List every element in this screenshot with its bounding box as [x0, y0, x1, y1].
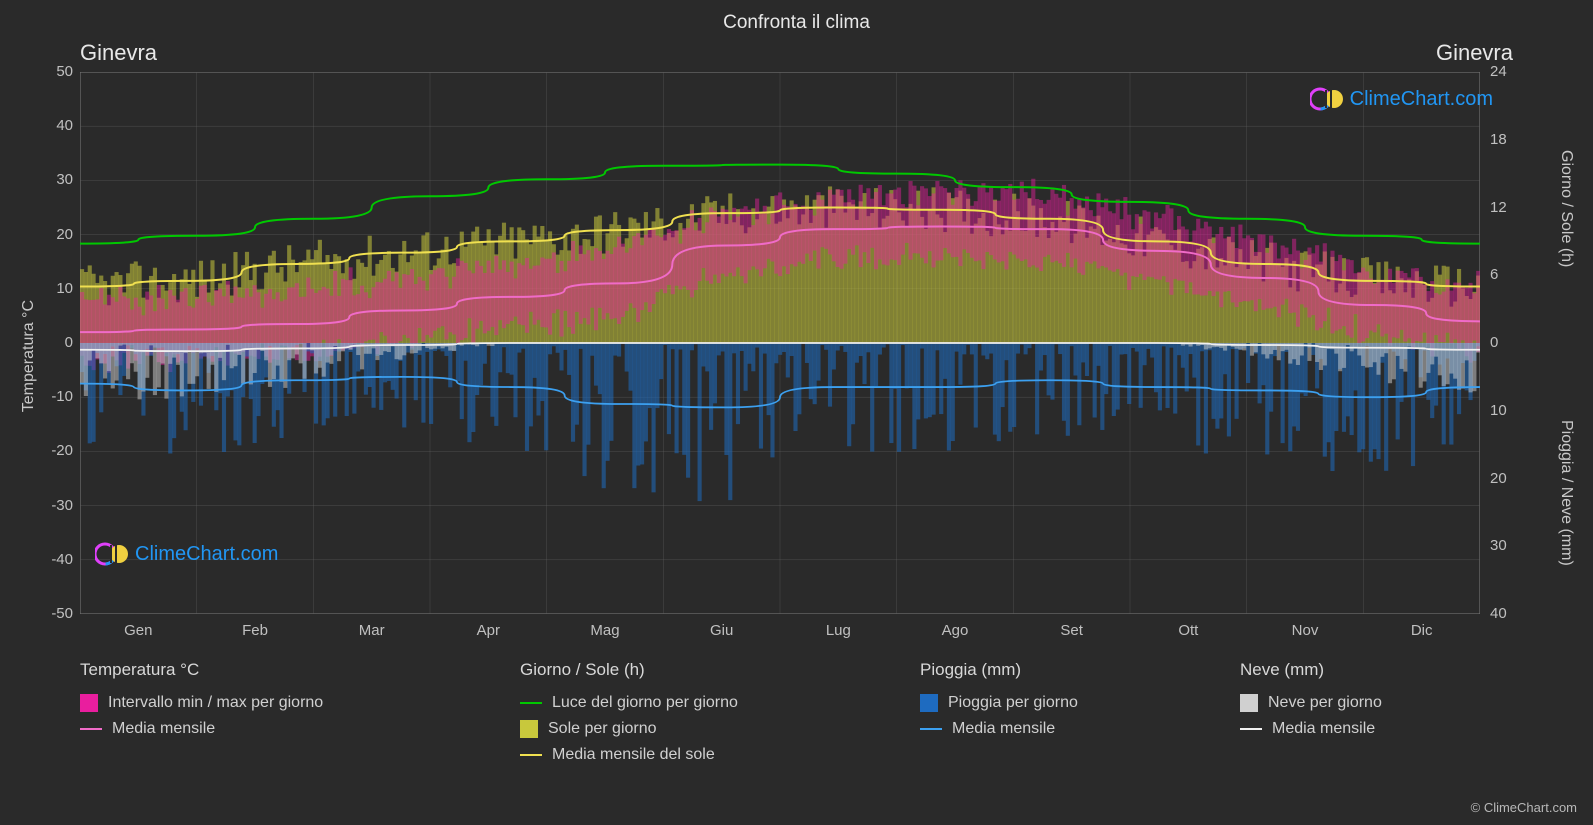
- legend-item: Sole per giorno: [520, 720, 900, 738]
- axis-label-rain-snow: Pioggia / Neve (mm): [1557, 420, 1575, 566]
- xtick-month: Mag: [575, 622, 635, 639]
- ytick-right-hours: 0: [1490, 334, 1530, 351]
- legend: Temperatura °C Intervallo min / max per g…: [80, 660, 1500, 764]
- ytick-left: 40: [33, 117, 73, 134]
- location-left: Ginevra: [80, 40, 157, 66]
- legend-label: Media mensile: [1272, 720, 1375, 738]
- legend-item: Media mensile: [80, 720, 500, 738]
- legend-swatch: [1240, 728, 1262, 730]
- ytick-left: -50: [33, 605, 73, 622]
- ytick-left: 50: [33, 63, 73, 80]
- legend-title: Giorno / Sole (h): [520, 660, 900, 680]
- ytick-right-hours: 6: [1490, 266, 1530, 283]
- legend-item: Media mensile: [1240, 720, 1500, 738]
- legend-label: Media mensile del sole: [552, 746, 715, 764]
- xtick-month: Ott: [1158, 622, 1218, 639]
- legend-item: Media mensile del sole: [520, 746, 900, 764]
- legend-item: Pioggia per giorno: [920, 694, 1220, 712]
- ytick-left: 0: [33, 334, 73, 351]
- ytick-left: -40: [33, 551, 73, 568]
- brand-text: ClimeChart.com: [135, 543, 278, 566]
- legend-label: Neve per giorno: [1268, 694, 1382, 712]
- ytick-left: -30: [33, 497, 73, 514]
- xtick-month: Dic: [1392, 622, 1452, 639]
- ytick-left: 20: [33, 226, 73, 243]
- brand-text: ClimeChart.com: [1350, 88, 1493, 111]
- axis-label-day-sun: Giorno / Sole (h): [1557, 150, 1575, 267]
- legend-item: Media mensile: [920, 720, 1220, 738]
- legend-swatch: [520, 754, 542, 756]
- ytick-left: 10: [33, 280, 73, 297]
- ytick-right-hours: 24: [1490, 63, 1530, 80]
- logo-icon: [95, 540, 129, 568]
- legend-column: Neve (mm) Neve per giorno Media mensile: [1240, 660, 1500, 764]
- legend-swatch: [520, 720, 538, 738]
- ytick-left: 30: [33, 171, 73, 188]
- xtick-month: Giu: [692, 622, 752, 639]
- legend-item: Neve per giorno: [1240, 694, 1500, 712]
- ytick-right-hours: 18: [1490, 131, 1530, 148]
- ytick-right-mm: 40: [1490, 605, 1530, 622]
- legend-title: Pioggia (mm): [920, 660, 1220, 680]
- legend-swatch: [520, 702, 542, 704]
- legend-title: Neve (mm): [1240, 660, 1500, 680]
- xtick-month: Nov: [1275, 622, 1335, 639]
- xtick-month: Gen: [108, 622, 168, 639]
- legend-label: Media mensile: [112, 720, 215, 738]
- legend-title: Temperatura °C: [80, 660, 500, 680]
- legend-column: Pioggia (mm) Pioggia per giorno Media mens…: [920, 660, 1220, 764]
- legend-swatch: [920, 694, 938, 712]
- ytick-left: -20: [33, 442, 73, 459]
- ytick-right-mm: 10: [1490, 402, 1530, 419]
- legend-item: Luce del giorno per giorno: [520, 694, 900, 712]
- legend-swatch: [80, 694, 98, 712]
- climate-plot: [80, 72, 1480, 614]
- xtick-month: Mar: [342, 622, 402, 639]
- legend-swatch: [80, 728, 102, 730]
- legend-label: Intervallo min / max per giorno: [108, 694, 323, 712]
- legend-label: Pioggia per giorno: [948, 694, 1078, 712]
- ytick-left: -10: [33, 388, 73, 405]
- legend-swatch: [920, 728, 942, 730]
- copyright: © ClimeChart.com: [1471, 800, 1577, 815]
- legend-column: Temperatura °C Intervallo min / max per g…: [80, 660, 500, 764]
- logo-icon: [1310, 85, 1344, 113]
- xtick-month: Apr: [458, 622, 518, 639]
- ytick-right-mm: 20: [1490, 470, 1530, 487]
- xtick-month: Ago: [925, 622, 985, 639]
- ytick-right-mm: 30: [1490, 537, 1530, 554]
- watermark-bottom: ClimeChart.com: [95, 540, 278, 568]
- xtick-month: Feb: [225, 622, 285, 639]
- xtick-month: Set: [1042, 622, 1102, 639]
- xtick-month: Lug: [808, 622, 868, 639]
- chart-title: Confronta il clima: [0, 0, 1593, 34]
- legend-label: Luce del giorno per giorno: [552, 694, 738, 712]
- legend-label: Media mensile: [952, 720, 1055, 738]
- legend-item: Intervallo min / max per giorno: [80, 694, 500, 712]
- watermark-top: ClimeChart.com: [1310, 85, 1493, 113]
- ytick-right-hours: 12: [1490, 199, 1530, 216]
- legend-label: Sole per giorno: [548, 720, 657, 738]
- legend-column: Giorno / Sole (h) Luce del giorno per gio…: [520, 660, 900, 764]
- legend-swatch: [1240, 694, 1258, 712]
